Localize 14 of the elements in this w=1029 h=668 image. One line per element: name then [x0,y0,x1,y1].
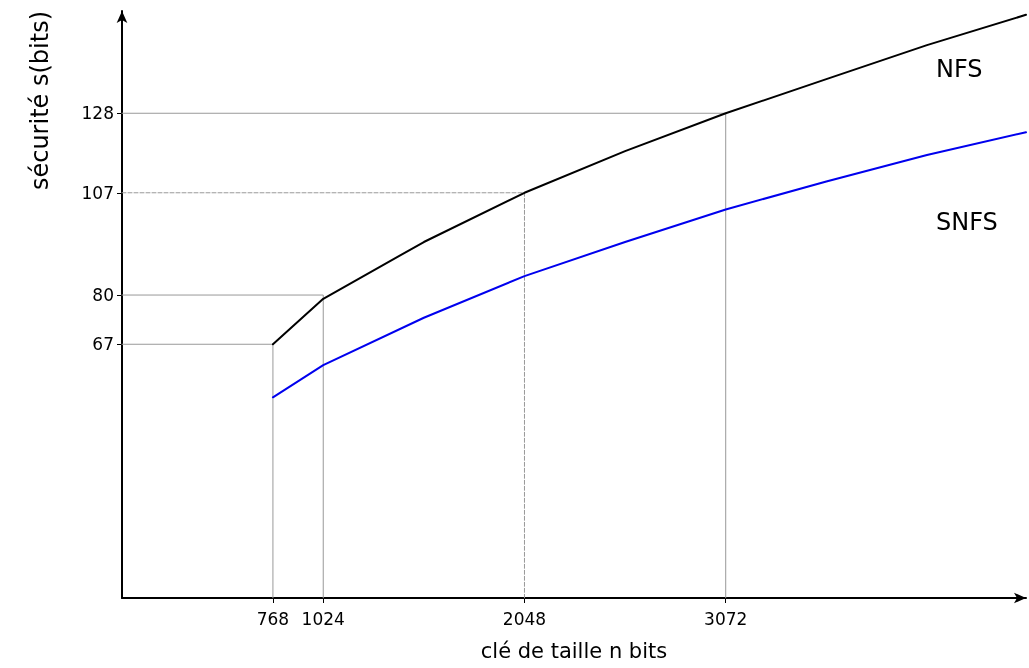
x-axis-title: clé de taille n bits [480,638,668,663]
y-tick-label: 107 [81,182,114,203]
line-series [271,13,1027,346]
x-tick-label: 3072 [704,608,748,629]
x-tick-label: 768 [256,608,290,629]
x-tick-label: 2048 [502,608,547,629]
text: SNFS [936,208,998,237]
y-axis-title: sécurité s(bits) [26,11,54,191]
series-label: NFS [936,54,983,83]
y-tick-label: 128 [81,103,114,124]
y-tick-label: 67 [92,334,114,355]
line-series [271,131,1027,399]
y-tick-label: 80 [92,285,114,306]
x-tick-label: 1024 [301,608,345,629]
